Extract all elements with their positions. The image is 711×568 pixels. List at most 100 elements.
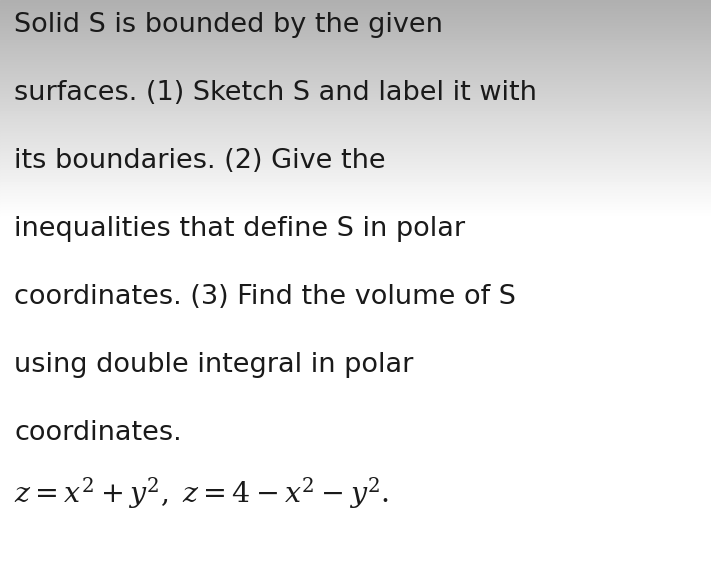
Bar bbox=[0, 165, 711, 168]
Bar bbox=[0, 176, 711, 179]
Bar bbox=[0, 91, 711, 94]
Bar bbox=[0, 273, 711, 275]
Text: using double integral in polar: using double integral in polar bbox=[14, 352, 413, 378]
Bar bbox=[0, 537, 711, 540]
Bar bbox=[0, 278, 711, 281]
Bar bbox=[0, 54, 711, 57]
Bar bbox=[0, 483, 711, 486]
Bar bbox=[0, 349, 711, 352]
Bar bbox=[0, 557, 711, 559]
Bar bbox=[0, 298, 711, 301]
Bar bbox=[0, 199, 711, 202]
Bar bbox=[0, 491, 711, 494]
Bar bbox=[0, 517, 711, 520]
Bar bbox=[0, 3, 711, 6]
Bar bbox=[0, 233, 711, 236]
Bar bbox=[0, 71, 711, 74]
Bar bbox=[0, 57, 711, 60]
Bar bbox=[0, 125, 711, 128]
Bar bbox=[0, 159, 711, 162]
Bar bbox=[0, 335, 711, 338]
Text: surfaces. (1) Sketch S and label it with: surfaces. (1) Sketch S and label it with bbox=[14, 80, 537, 106]
Bar bbox=[0, 142, 711, 145]
Bar bbox=[0, 230, 711, 233]
Bar bbox=[0, 471, 711, 474]
Bar bbox=[0, 548, 711, 551]
Bar bbox=[0, 23, 711, 26]
Bar bbox=[0, 99, 711, 102]
Bar bbox=[0, 366, 711, 369]
Bar bbox=[0, 554, 711, 557]
Bar bbox=[0, 417, 711, 420]
Bar bbox=[0, 247, 711, 250]
Bar bbox=[0, 400, 711, 403]
Text: coordinates.: coordinates. bbox=[14, 420, 181, 446]
Bar bbox=[0, 97, 711, 99]
Bar bbox=[0, 40, 711, 43]
Bar bbox=[0, 341, 711, 344]
Bar bbox=[0, 193, 711, 196]
Text: Solid S is bounded by the given: Solid S is bounded by the given bbox=[14, 12, 443, 38]
Bar bbox=[0, 168, 711, 170]
Bar bbox=[0, 551, 711, 554]
Bar bbox=[0, 287, 711, 290]
Bar bbox=[0, 403, 711, 406]
Bar bbox=[0, 26, 711, 28]
Bar bbox=[0, 207, 711, 210]
Bar bbox=[0, 528, 711, 531]
Bar bbox=[0, 241, 711, 244]
Bar bbox=[0, 531, 711, 534]
Bar bbox=[0, 45, 711, 48]
Bar bbox=[0, 310, 711, 312]
Bar bbox=[0, 190, 711, 193]
Bar bbox=[0, 258, 711, 261]
Bar bbox=[0, 304, 711, 307]
Bar bbox=[0, 204, 711, 207]
Bar bbox=[0, 562, 711, 565]
Text: coordinates. (3) Find the volume of S: coordinates. (3) Find the volume of S bbox=[14, 284, 516, 310]
Bar bbox=[0, 108, 711, 111]
Bar bbox=[0, 253, 711, 256]
Bar bbox=[0, 270, 711, 273]
Bar bbox=[0, 565, 711, 568]
Bar bbox=[0, 520, 711, 523]
Bar bbox=[0, 437, 711, 440]
Bar bbox=[0, 452, 711, 454]
Bar bbox=[0, 196, 711, 199]
Bar bbox=[0, 293, 711, 295]
Bar bbox=[0, 284, 711, 287]
Bar bbox=[0, 88, 711, 91]
Bar bbox=[0, 34, 711, 37]
Bar bbox=[0, 244, 711, 247]
Bar bbox=[0, 227, 711, 230]
Bar bbox=[0, 60, 711, 62]
Text: its boundaries. (2) Give the: its boundaries. (2) Give the bbox=[14, 148, 385, 174]
Bar bbox=[0, 119, 711, 122]
Bar bbox=[0, 0, 711, 3]
Bar bbox=[0, 31, 711, 34]
Bar bbox=[0, 426, 711, 429]
Bar bbox=[0, 37, 711, 40]
Bar bbox=[0, 435, 711, 437]
Bar bbox=[0, 219, 711, 222]
Bar bbox=[0, 506, 711, 508]
Bar bbox=[0, 94, 711, 97]
Bar bbox=[0, 11, 711, 14]
Bar bbox=[0, 378, 711, 381]
Bar bbox=[0, 398, 711, 400]
Bar bbox=[0, 151, 711, 153]
Bar bbox=[0, 216, 711, 219]
Bar bbox=[0, 497, 711, 500]
Bar bbox=[0, 508, 711, 511]
Bar bbox=[0, 352, 711, 355]
Bar bbox=[0, 17, 711, 20]
Bar bbox=[0, 28, 711, 31]
Bar bbox=[0, 148, 711, 151]
Bar bbox=[0, 301, 711, 304]
Bar bbox=[0, 440, 711, 443]
Bar bbox=[0, 82, 711, 85]
Bar bbox=[0, 111, 711, 114]
Bar bbox=[0, 48, 711, 51]
Bar bbox=[0, 102, 711, 105]
Bar bbox=[0, 170, 711, 173]
